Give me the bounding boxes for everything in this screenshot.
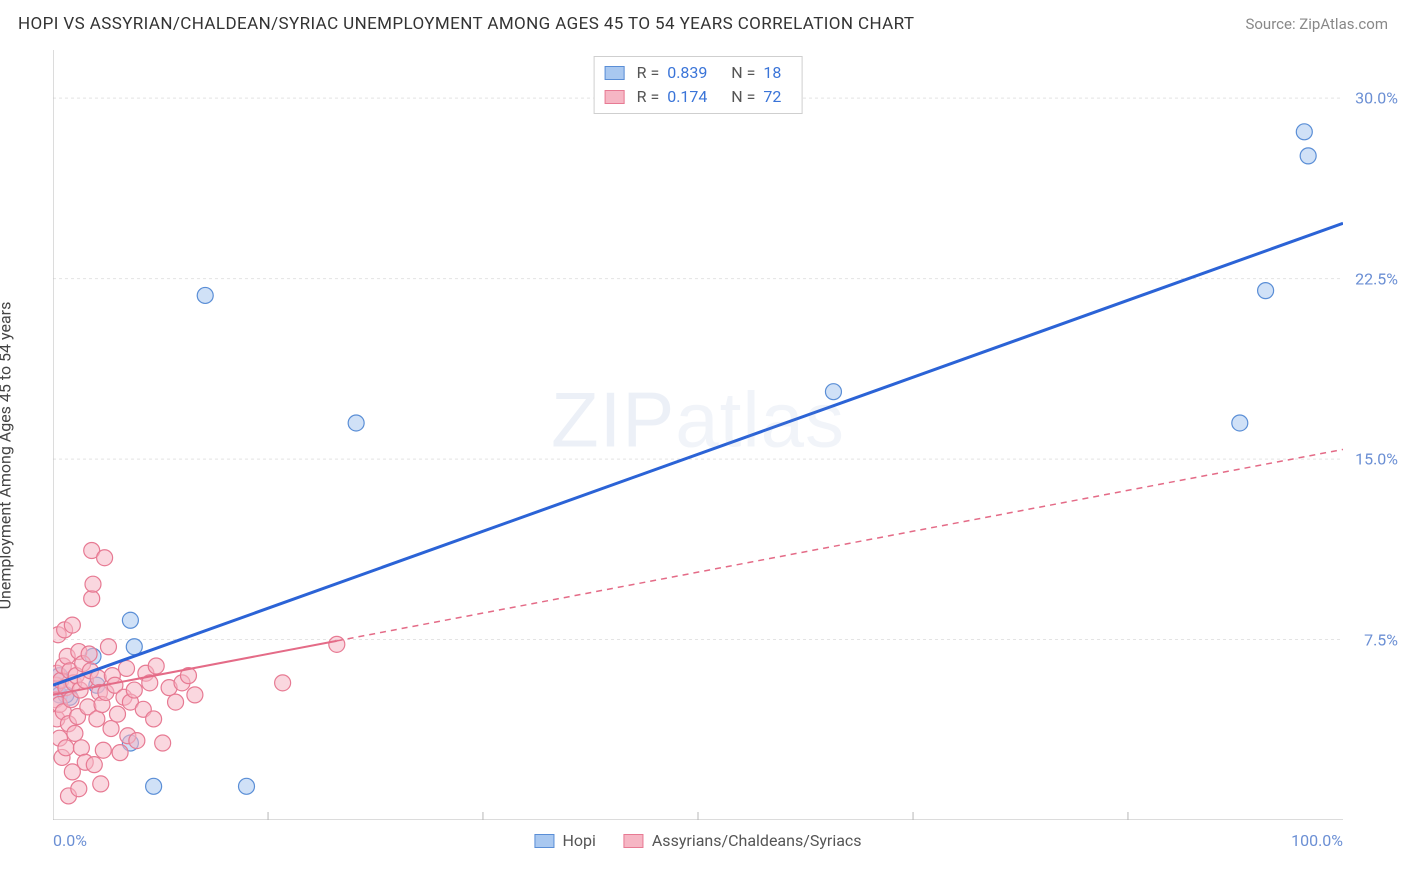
legend-item: Hopi: [534, 831, 595, 850]
stats-legend-row: R = 0.839 N = 18: [605, 61, 792, 85]
n-value: 72: [763, 85, 791, 109]
stats-legend-row: R = 0.174 N = 72: [605, 85, 792, 109]
series-legend: Hopi Assyrians/Chaldeans/Syriacs: [534, 831, 861, 850]
legend-swatch: [605, 66, 625, 80]
r-value: 0.174: [667, 85, 719, 109]
ytick-label: 7.5%: [1364, 630, 1398, 649]
n-value: 18: [763, 61, 791, 85]
legend-swatch: [624, 834, 644, 848]
n-label: N =: [731, 85, 755, 109]
chart-svg: [53, 50, 1343, 820]
r-label: R =: [637, 61, 660, 85]
r-label: R =: [637, 85, 660, 109]
y-axis-label: Unemployment Among Ages 45 to 54 years: [0, 302, 15, 610]
source-label: Source: ZipAtlas.com: [1245, 15, 1388, 33]
ytick-label: 30.0%: [1355, 89, 1398, 108]
chart-title: HOPI VS ASSYRIAN/CHALDEAN/SYRIAC UNEMPLO…: [18, 14, 914, 34]
xtick-label: 100.0%: [1291, 831, 1343, 850]
stats-legend: R = 0.839 N = 18 R = 0.174 N = 72: [594, 56, 803, 114]
n-label: N =: [731, 61, 755, 85]
r-value: 0.839: [667, 61, 719, 85]
ytick-label: 15.0%: [1355, 450, 1398, 469]
legend-item: Assyrians/Chaldeans/Syriacs: [624, 831, 862, 850]
legend-label: Assyrians/Chaldeans/Syriacs: [652, 831, 862, 850]
legend-swatch: [605, 90, 625, 104]
plot-area: ZIPatlas R =0.839N =18R =0.174N =72 7.5%…: [53, 50, 1343, 820]
ytick-label: 22.5%: [1355, 269, 1398, 288]
header: HOPI VS ASSYRIAN/CHALDEAN/SYRIAC UNEMPLO…: [0, 0, 1406, 48]
legend-label: Hopi: [562, 831, 595, 850]
xtick-label: 0.0%: [53, 831, 87, 850]
legend-swatch: [534, 834, 554, 848]
